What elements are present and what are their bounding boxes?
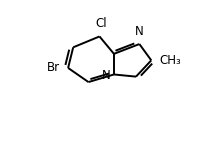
Text: Cl: Cl bbox=[95, 17, 107, 30]
Text: N: N bbox=[102, 69, 111, 82]
Text: N: N bbox=[135, 25, 144, 38]
Text: Br: Br bbox=[47, 61, 60, 74]
Text: CH₃: CH₃ bbox=[159, 54, 181, 67]
